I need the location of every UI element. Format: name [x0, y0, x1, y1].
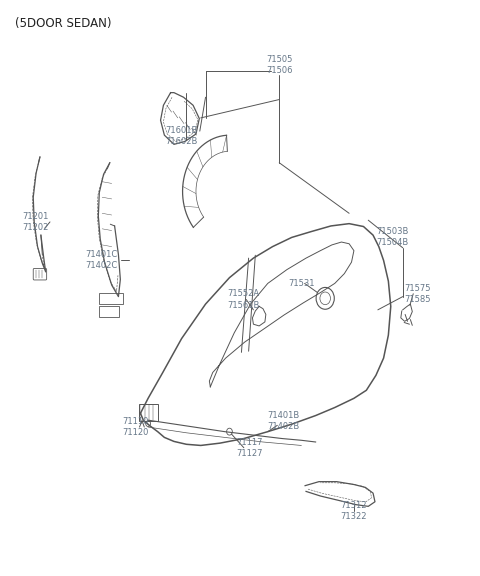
- Text: 71601B
71602B: 71601B 71602B: [166, 126, 198, 146]
- Text: 71312
71322: 71312 71322: [341, 501, 367, 521]
- Text: 71110
71120: 71110 71120: [122, 417, 149, 437]
- Text: 71505
71506: 71505 71506: [266, 55, 292, 75]
- Bar: [99, 306, 119, 317]
- Text: 71503B
71504B: 71503B 71504B: [376, 228, 408, 248]
- Text: (5DOOR SEDAN): (5DOOR SEDAN): [15, 17, 111, 30]
- Text: 71575
71585: 71575 71585: [405, 284, 432, 304]
- Text: 71531: 71531: [288, 279, 314, 288]
- Text: 71117
71127: 71117 71127: [236, 438, 263, 458]
- Bar: [99, 293, 123, 304]
- Text: 71552A
71561B: 71552A 71561B: [228, 290, 260, 309]
- Text: 71201
71202: 71201 71202: [22, 212, 48, 232]
- Text: 71401C
71402C: 71401C 71402C: [85, 251, 117, 271]
- Bar: [139, 404, 157, 421]
- Text: 71401B
71402B: 71401B 71402B: [267, 411, 299, 431]
